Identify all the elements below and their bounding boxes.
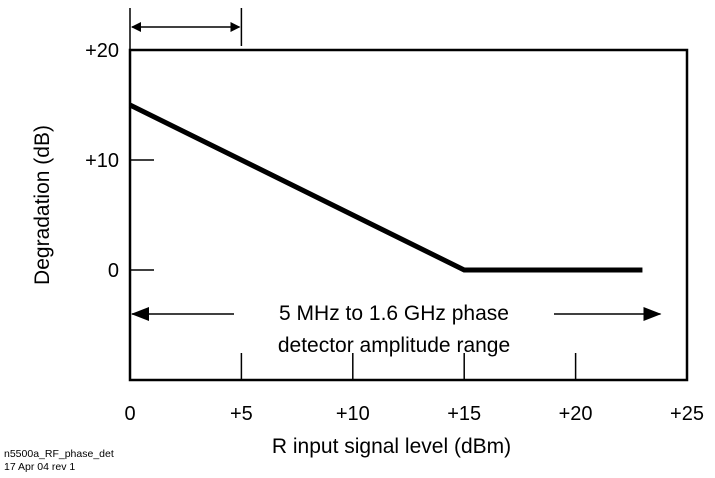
x-tick-label: +10: [336, 403, 370, 425]
x-tick-marks: [240, 353, 577, 380]
y-tick-label: +20: [85, 40, 119, 62]
y-tick-label: 0: [108, 260, 119, 282]
y-tick-marks: [130, 159, 154, 271]
degradation-line: [128, 102, 643, 273]
plot-frame: [128, 48, 689, 382]
x-tick-label: +20: [559, 403, 593, 425]
x-tick-label: 0: [124, 403, 135, 425]
x-tick-label: +15: [447, 403, 481, 425]
x-tick-labels: 0 +5 +10 +15 +20 +25: [124, 403, 704, 425]
x-tick-label: +25: [670, 403, 704, 425]
footnote-line2: 17 Apr 04 rev 1: [4, 461, 75, 473]
y-axis-title: Degradation (dB): [31, 125, 54, 285]
x-axis-title: R input signal level (dBm): [272, 435, 511, 458]
x-tick-label: +5: [230, 403, 253, 425]
footnote-line1: n5500a_RF_phase_det: [4, 448, 114, 460]
y-tick-label: +10: [85, 150, 119, 172]
range-annotation-line2: detector amplitude range: [278, 334, 510, 357]
range-annotation-line1: 5 MHz to 1.6 GHz phase: [279, 302, 509, 325]
y-tick-labels: 0 +10 +20: [85, 40, 119, 282]
